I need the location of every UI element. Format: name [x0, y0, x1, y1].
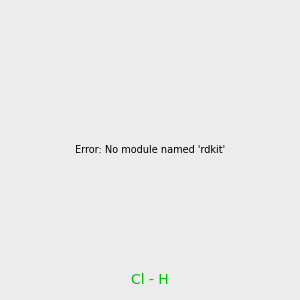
Text: Error: No module named 'rdkit': Error: No module named 'rdkit'	[75, 145, 225, 155]
Text: Cl - H: Cl - H	[131, 273, 169, 287]
